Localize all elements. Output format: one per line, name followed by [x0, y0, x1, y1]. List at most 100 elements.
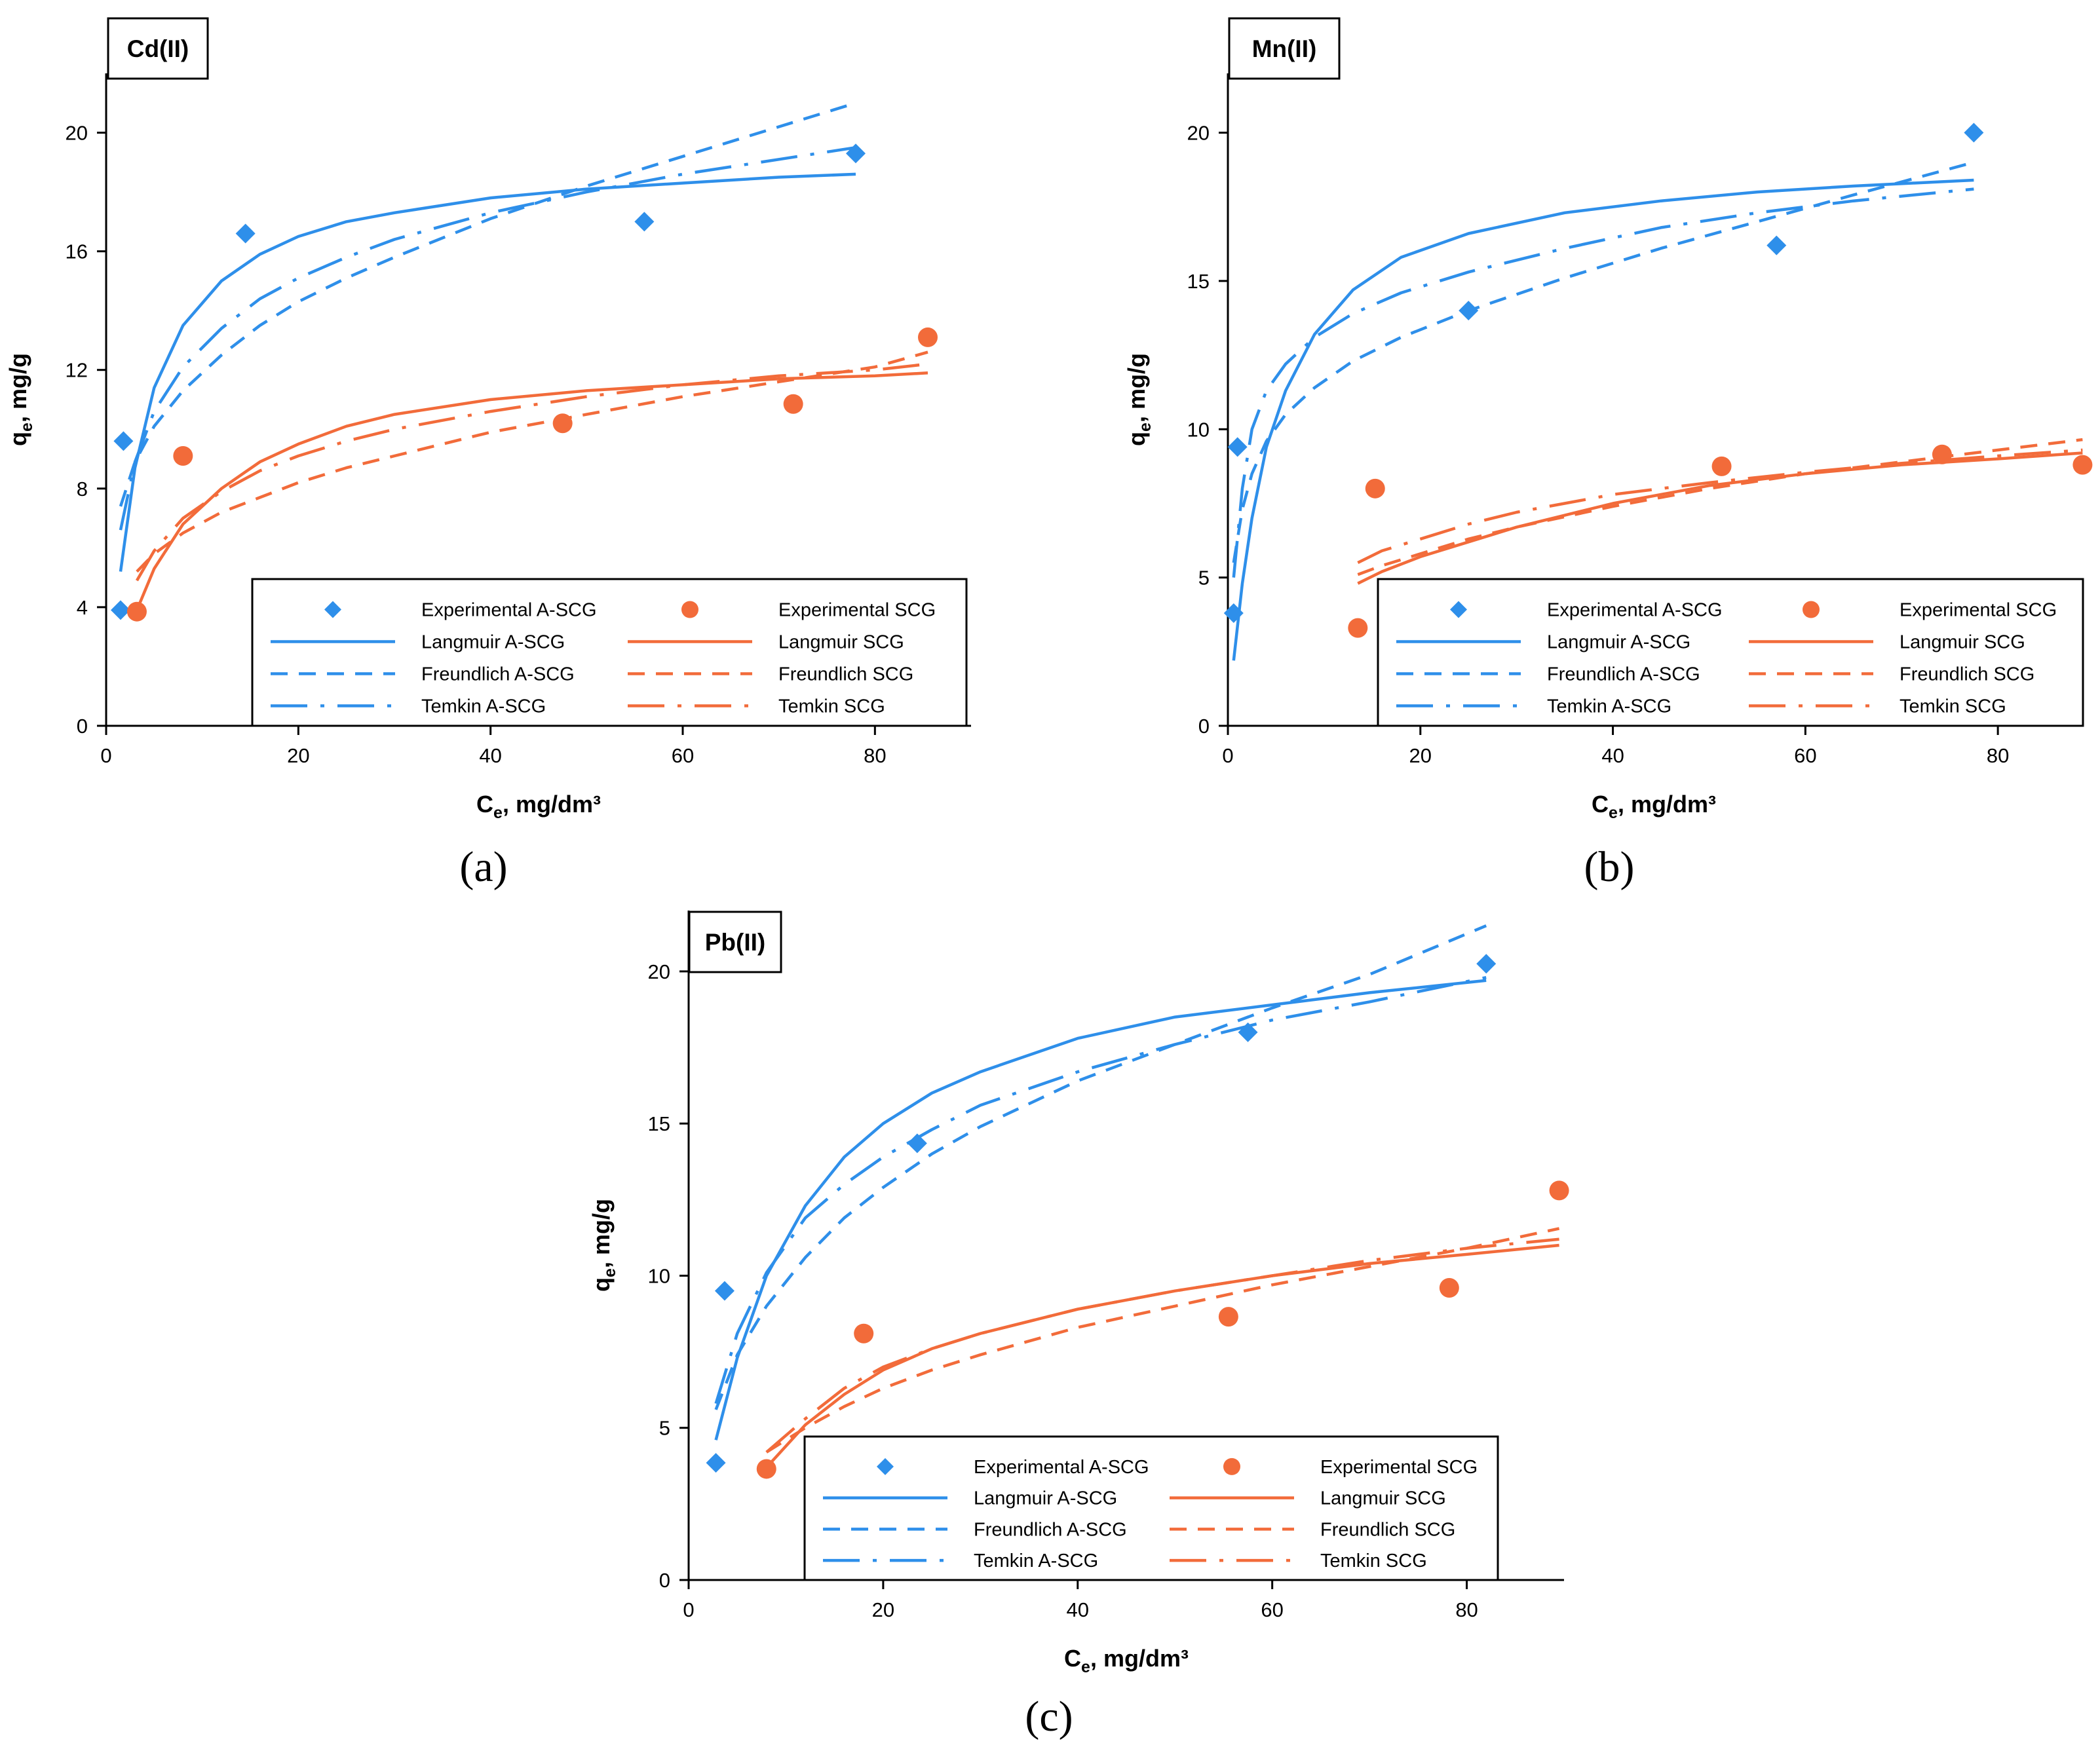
y-tick-label: 15 — [1187, 270, 1210, 293]
legend: Experimental A-SCG Experimental SCG Langmu… — [803, 1435, 1499, 1581]
legend-label-exp_a: Experimental A-SCG — [974, 1457, 1149, 1478]
x-axis-title-main: C — [1064, 1645, 1081, 1672]
panel-caption: (a) — [459, 843, 507, 891]
data-point-circle — [1218, 1307, 1238, 1327]
legend-label-lang_a: Langmuir A-SCG — [1547, 632, 1690, 653]
legend-label-exp_a: Experimental A-SCG — [421, 600, 597, 621]
legend-label-lang_s: Langmuir SCG — [1900, 632, 2025, 653]
series-line-temkin-scg — [135, 362, 928, 582]
data-point-diamond — [1964, 122, 1984, 143]
data-point-diamond — [1766, 235, 1787, 255]
series-line-freundlich-scg — [136, 350, 928, 573]
data-point-circle — [1348, 618, 1368, 638]
data-point-circle — [2072, 455, 2093, 475]
legend-marker-exp_s — [1223, 1458, 1240, 1475]
data-point-diamond — [634, 212, 655, 232]
panel-title: Pb(II) — [705, 929, 765, 956]
y-axis-title-sub: e — [601, 1268, 619, 1277]
y-tick-label: 8 — [77, 478, 88, 500]
x-tick-label: 40 — [1601, 744, 1624, 767]
data-point-diamond — [1223, 603, 1244, 623]
y-axis-title-main: q — [5, 432, 31, 446]
y-tick-label: 4 — [77, 596, 88, 619]
legend-label-lang_a: Langmuir A-SCG — [421, 632, 565, 653]
data-point-circle — [173, 446, 193, 466]
data-point-circle — [854, 1323, 874, 1344]
y-axis-title: qe, mg/g — [588, 1199, 619, 1292]
data-point-circle — [1932, 444, 1952, 464]
legend-label-freu_a: Freundlich A-SCG — [974, 1519, 1127, 1540]
y-tick-label: 20 — [66, 122, 88, 145]
series-line-temkin-a-scg — [119, 145, 856, 531]
y-tick-label: 20 — [1187, 122, 1210, 145]
legend-label-freu_s: Freundlich SCG — [1900, 664, 2034, 685]
series-line-freundlich-scg — [1357, 438, 2083, 576]
x-tick-label: 20 — [1409, 744, 1432, 767]
x-tick-label: 40 — [479, 744, 501, 767]
y-tick-label: 15 — [648, 1112, 670, 1135]
legend-box — [251, 578, 968, 727]
series-line-langmuir-scg — [765, 1243, 1559, 1469]
series-line-freundlich-a-scg — [1232, 160, 1974, 563]
data-point-diamond — [714, 1281, 735, 1301]
data-point-diamond — [1476, 954, 1497, 974]
legend-marker-exp_a — [1450, 601, 1467, 618]
data-point-circle — [756, 1459, 776, 1479]
data-point-circle — [552, 413, 573, 434]
x-axis-title-main: C — [476, 791, 493, 818]
legend-label-temk_s: Temkin SCG — [778, 696, 885, 717]
series-line-freundlich-a-scg — [119, 102, 856, 507]
y-tick-label: 20 — [648, 960, 670, 983]
x-axis-title: Ce, mg/dm³ — [1064, 1645, 1189, 1676]
series-line-freundlich-scg — [765, 1227, 1560, 1454]
data-point-circle — [918, 327, 938, 347]
legend-label-exp_s: Experimental SCG — [778, 600, 936, 621]
legend-box — [1377, 578, 2084, 727]
x-axis-title: Ce, mg/dm³ — [1592, 791, 1716, 822]
x-tick-label: 60 — [672, 744, 694, 767]
data-point-circle — [1439, 1278, 1459, 1298]
legend-box — [803, 1435, 1499, 1581]
x-axis-title-main: C — [1592, 791, 1609, 818]
panel-caption: (b) — [1584, 843, 1635, 891]
y-tick-label: 5 — [1198, 567, 1210, 590]
y-axis-title-main: q — [588, 1277, 615, 1292]
legend-label-temk_s: Temkin SCG — [1320, 1551, 1427, 1571]
x-tick-label: 80 — [1987, 744, 2009, 767]
series-line-temkin-scg — [1357, 448, 2083, 565]
x-tick-label: 80 — [1455, 1598, 1478, 1621]
series-line-temkin-a-scg — [1232, 187, 1974, 578]
series-line-langmuir-scg — [1357, 451, 2083, 585]
x-axis-title-sub: e — [1081, 1658, 1090, 1676]
y-tick-label: 5 — [659, 1417, 670, 1440]
x-tick-label: 40 — [1067, 1598, 1089, 1621]
y-axis-title: qe, mg/g — [5, 353, 36, 446]
legend-label-freu_s: Freundlich SCG — [778, 664, 913, 685]
legend-label-exp_s: Experimental SCG — [1900, 600, 2057, 621]
legend-label-exp_s: Experimental SCG — [1320, 1457, 1478, 1478]
series-line-langmuir-scg — [135, 371, 928, 611]
legend-label-freu_a: Freundlich A-SCG — [1547, 664, 1700, 685]
panel-title-box — [1228, 17, 1341, 80]
y-axis-title-sub: e — [1136, 423, 1155, 432]
legend-marker-exp_s — [681, 601, 698, 618]
data-point-diamond — [846, 143, 866, 164]
y-axis-title: qe, mg/g — [1123, 353, 1155, 446]
legend-label-freu_s: Freundlich SCG — [1320, 1519, 1455, 1540]
data-point-diamond — [1238, 1022, 1258, 1042]
legend-label-exp_a: Experimental A-SCG — [1547, 600, 1723, 621]
y-tick-label: 0 — [77, 715, 88, 738]
data-point-circle — [1365, 478, 1385, 498]
panel-caption: (c) — [1025, 1693, 1073, 1740]
data-point-circle — [783, 394, 803, 414]
series-line-langmuir-a-scg — [1232, 178, 1974, 661]
x-tick-label: 0 — [683, 1598, 694, 1621]
legend-label-lang_s: Langmuir SCG — [778, 632, 904, 653]
x-tick-label: 0 — [1222, 744, 1233, 767]
panel-title-box — [107, 17, 209, 80]
legend-label-lang_s: Langmuir SCG — [1320, 1488, 1446, 1509]
data-point-diamond — [113, 431, 134, 451]
x-tick-label: 80 — [864, 744, 886, 767]
legend-marker-exp_s — [1803, 601, 1820, 618]
